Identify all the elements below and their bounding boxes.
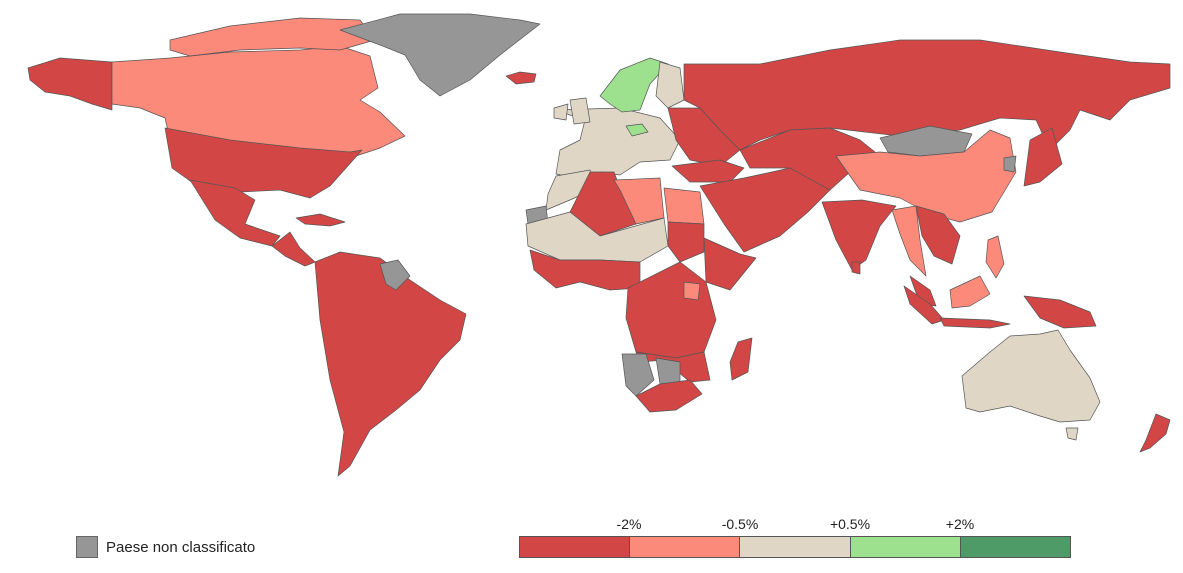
japan <box>1023 127 1063 187</box>
scale-tick-minus-2: -2% <box>616 516 642 532</box>
mexico <box>189 179 281 247</box>
sahel <box>525 211 669 263</box>
west-africa <box>529 249 641 291</box>
scale-bin-strong-positive <box>960 537 1071 557</box>
india <box>821 199 897 271</box>
indochina <box>915 205 961 265</box>
botswana <box>655 357 681 385</box>
egypt <box>663 187 705 225</box>
namibia <box>621 353 655 397</box>
turkey <box>671 159 745 183</box>
scale-tick-plus-2: +2% <box>945 516 975 532</box>
finland <box>655 61 685 109</box>
sumatra <box>903 285 945 325</box>
sudan <box>667 221 705 263</box>
scale-bin-positive <box>850 537 961 557</box>
kenya <box>683 281 701 301</box>
czechia <box>625 123 649 137</box>
world-map <box>27 13 1171 477</box>
scale-tick-minus-0-5: -0.5% <box>721 516 759 532</box>
unclassified-label: Paese non classificato <box>106 538 256 556</box>
new-guinea <box>1023 295 1097 329</box>
guyana-suriname <box>379 259 411 291</box>
australia <box>961 329 1101 423</box>
color-scale <box>519 536 1071 558</box>
greenland <box>339 13 541 97</box>
morocco <box>545 169 597 211</box>
ireland <box>553 103 569 121</box>
uk <box>569 97 591 125</box>
java <box>939 317 1011 329</box>
legend-unclassified: Paese non classificato <box>76 536 255 558</box>
horn-of-africa <box>703 237 757 291</box>
south-africa <box>635 379 703 413</box>
scale-bin-strong-negative <box>520 537 631 557</box>
china <box>835 129 1017 223</box>
madagascar <box>729 337 753 381</box>
iceland <box>505 71 537 85</box>
canada <box>111 45 406 159</box>
borneo-malaysia <box>949 275 991 309</box>
scale-tick-plus-0-5: +0.5% <box>829 516 871 532</box>
new-zealand <box>1139 413 1171 453</box>
unclassified-swatch <box>76 536 98 558</box>
tasmania <box>1065 427 1079 441</box>
canadian-arctic-islands <box>169 17 376 57</box>
middle-east <box>699 167 831 253</box>
alaska <box>27 57 113 111</box>
scale-bin-neutral <box>740 537 851 557</box>
scandinavia <box>599 57 669 113</box>
korea <box>1003 155 1017 173</box>
sri-lanka <box>851 261 861 275</box>
scale-bin-negative <box>630 537 741 557</box>
libya <box>613 177 665 225</box>
cuba <box>295 213 346 227</box>
philippines <box>985 235 1005 279</box>
